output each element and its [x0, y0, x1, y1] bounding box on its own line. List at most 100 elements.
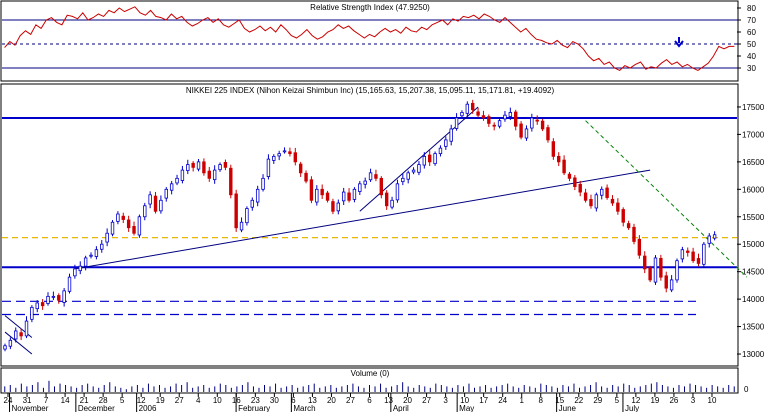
candle-body	[223, 162, 228, 168]
candle-body	[411, 169, 416, 173]
candle-body	[277, 153, 281, 157]
rsi-tick-label: 60	[747, 28, 756, 37]
candle-body	[600, 188, 604, 196]
price-tick-label: 13000	[742, 350, 765, 359]
candle-body	[497, 120, 502, 127]
candle-body	[180, 169, 185, 181]
price-tick-label: 16500	[742, 158, 765, 167]
candle-body	[374, 174, 378, 179]
candle-body	[610, 198, 615, 204]
rsi-panel: Relative Strength Index (47.9250) 30 40 50…	[0, 0, 756, 82]
candle-body	[202, 161, 206, 174]
candle-body	[309, 179, 314, 201]
rsi-tick-label: 80	[747, 4, 756, 13]
candle-body	[492, 124, 496, 127]
candle-body	[293, 152, 298, 163]
candle-body	[653, 257, 658, 283]
x-tick-label: 27	[175, 396, 184, 405]
candle-body	[368, 172, 373, 181]
candle-body	[427, 154, 432, 163]
trend-line	[4, 331, 33, 355]
candle-body	[164, 188, 168, 199]
candle-body	[648, 267, 652, 281]
month-label: March	[293, 404, 315, 412]
month-label: June	[559, 404, 577, 412]
candle-body	[476, 111, 480, 116]
candle-body	[30, 306, 34, 320]
candle-body	[137, 216, 142, 236]
candle-body	[422, 155, 427, 166]
trend-line	[585, 120, 748, 278]
candle-body	[175, 177, 179, 184]
candle-body	[454, 117, 459, 129]
candle-body	[218, 164, 222, 171]
candle-body	[266, 158, 271, 177]
candle-body	[186, 164, 190, 171]
candle-body	[669, 279, 674, 291]
candle-body	[540, 120, 545, 130]
x-tick-label: 26	[669, 396, 678, 405]
price-tick-label: 17500	[742, 103, 765, 112]
trend-line	[74, 169, 651, 270]
candle-body	[643, 255, 647, 270]
candle-body	[605, 187, 609, 198]
candle-body	[191, 162, 195, 168]
candle-body	[616, 202, 620, 212]
candle-body	[514, 111, 518, 127]
candle-body	[449, 128, 453, 142]
x-tick-label: 5	[615, 396, 620, 405]
candle-body	[546, 127, 550, 141]
candle-body	[637, 238, 642, 256]
candle-body	[73, 268, 77, 277]
x-tick-label: 22	[574, 396, 583, 405]
candle-body	[143, 205, 147, 218]
candle-body	[589, 199, 593, 207]
candle-body	[3, 345, 7, 350]
candle-body	[121, 215, 125, 220]
month-label: December	[78, 404, 115, 412]
rsi-tick-label: 30	[747, 64, 756, 73]
x-tick-label: 24	[4, 396, 13, 405]
candle-body	[347, 192, 351, 201]
candle-body	[438, 147, 443, 155]
candle-body	[379, 177, 384, 196]
month-label: May	[459, 404, 474, 412]
candle-body	[315, 188, 319, 203]
candle-body	[578, 183, 582, 193]
month-label: November	[12, 404, 49, 412]
candle-body	[444, 139, 448, 147]
candle-body	[212, 169, 217, 181]
month-label: 2006	[139, 404, 157, 412]
candle-body	[664, 275, 668, 289]
candle-body	[621, 209, 625, 223]
x-tick-label: 13	[308, 396, 317, 405]
candle-body	[110, 221, 115, 235]
candle-body	[105, 232, 109, 243]
x-tick-label: 30	[270, 396, 279, 405]
candle-body	[67, 276, 72, 292]
candle-body	[288, 151, 292, 155]
candle-body	[19, 332, 23, 337]
volume-tick-label: 0	[744, 385, 749, 394]
candle-body	[336, 202, 341, 212]
x-tick-label: 15	[555, 396, 564, 405]
candle-body	[551, 141, 556, 157]
candle-body	[487, 116, 491, 124]
rsi-title: Relative Strength Index (47.9250)	[310, 3, 430, 12]
candle-body	[159, 199, 163, 212]
candle-body	[57, 295, 61, 301]
x-tick-label: 27	[346, 396, 355, 405]
trend-line	[359, 106, 479, 212]
price-title: NIKKEI 225 INDEX (Nihon Keizai Shimbun I…	[186, 86, 555, 95]
candle-body	[229, 167, 233, 196]
x-tick-label: 31	[23, 396, 32, 405]
price-tick-label: 15000	[742, 240, 765, 249]
candle-body	[465, 103, 470, 114]
candle-body	[62, 290, 66, 303]
candle-body	[557, 155, 561, 163]
rsi-frame	[0, 0, 739, 82]
x-tick-label: 24	[498, 396, 507, 405]
x-tick-label: 19	[156, 396, 165, 405]
candle-body	[401, 177, 405, 183]
